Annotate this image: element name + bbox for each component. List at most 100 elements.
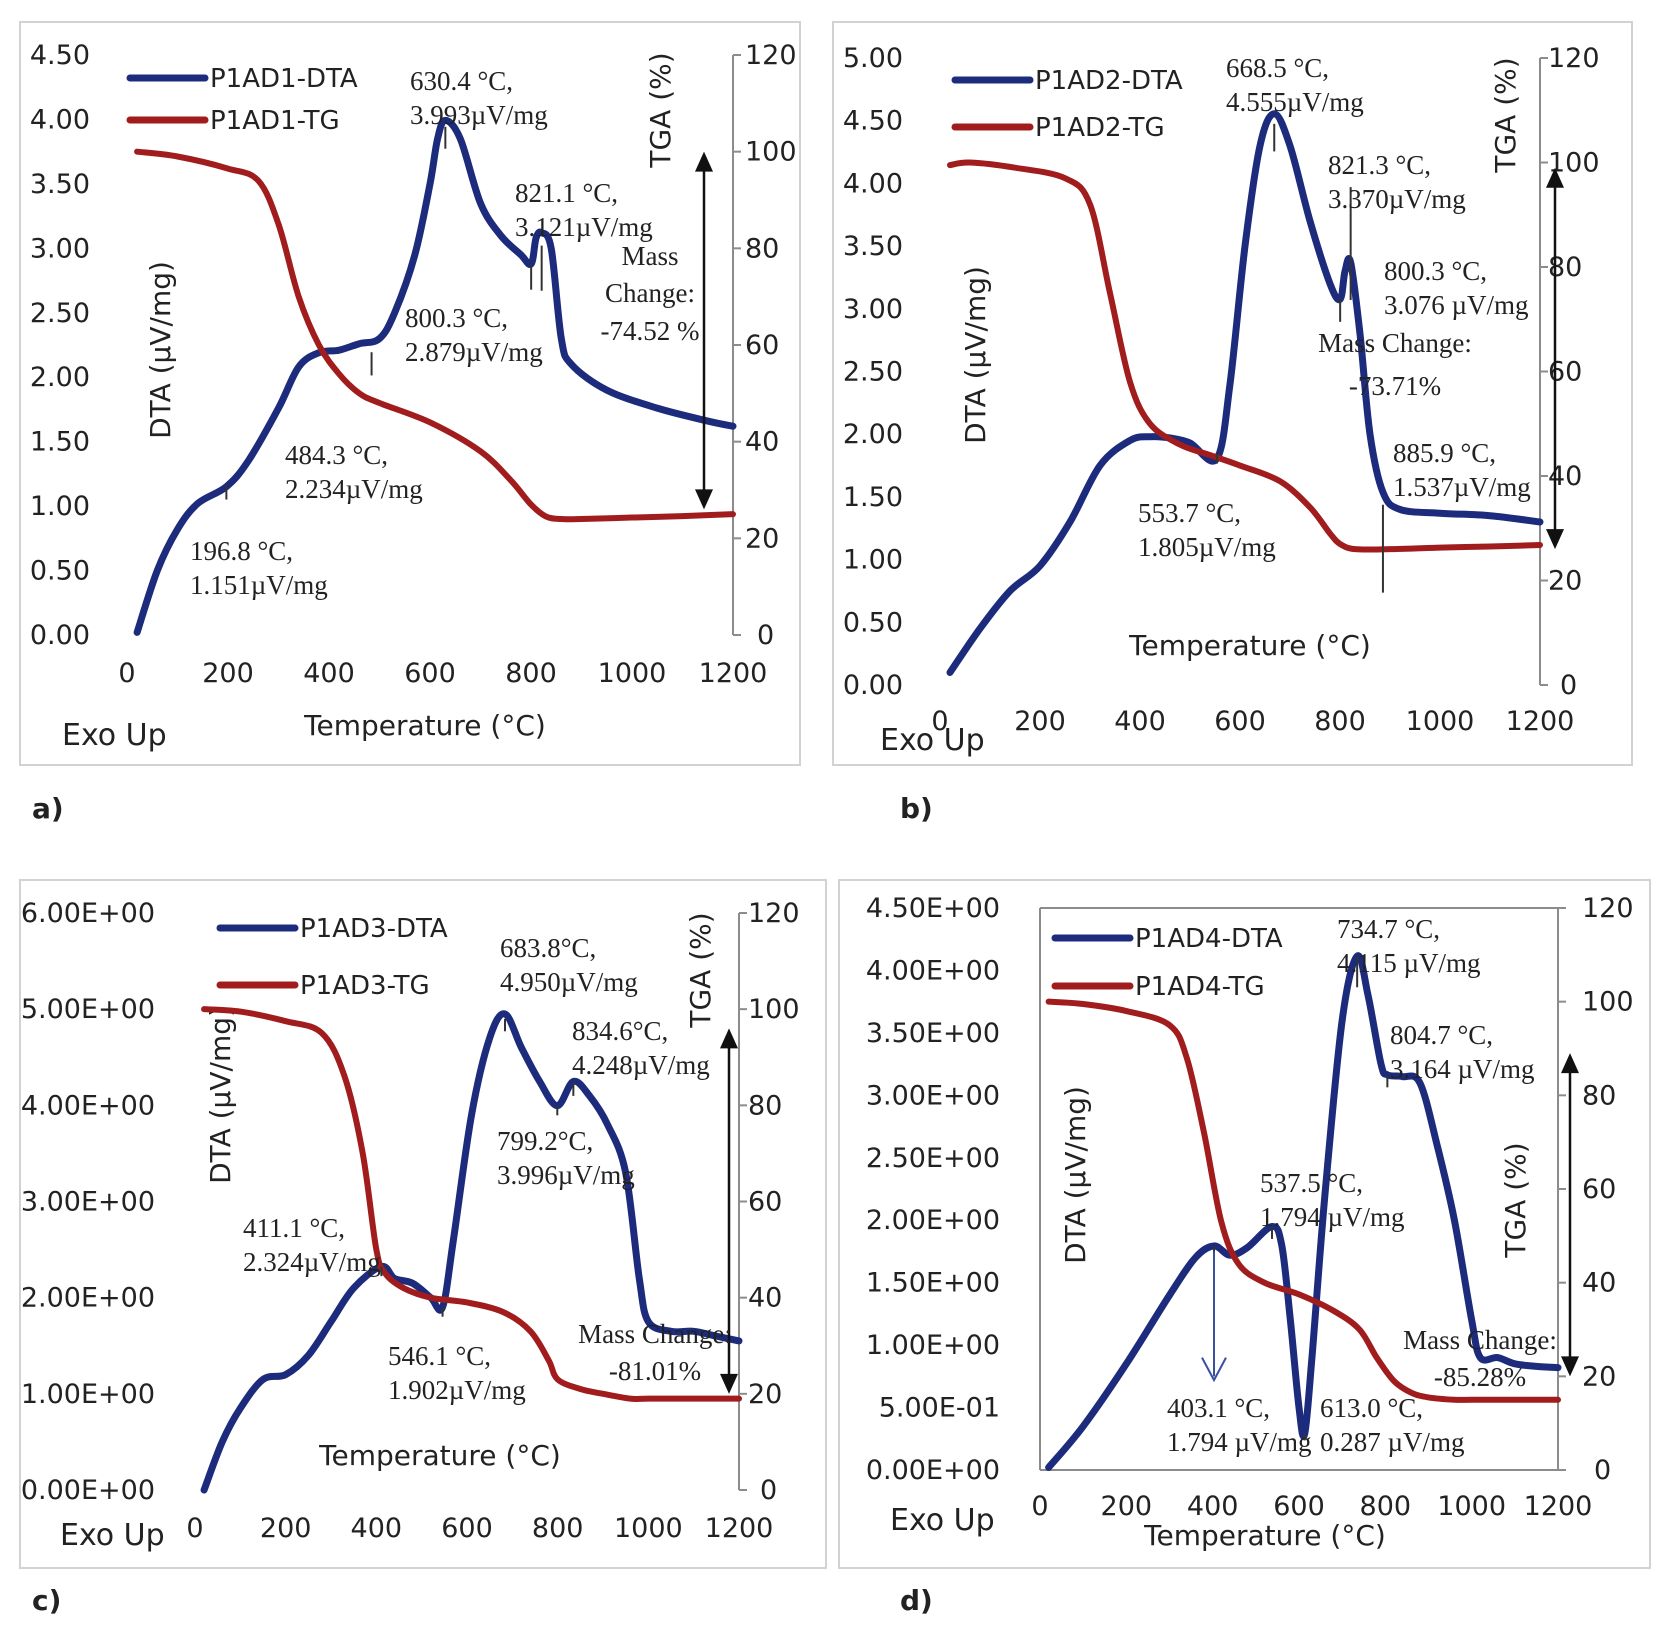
data-label-temperature: 799.2°C, [497, 1126, 593, 1156]
panel-label: d) [900, 1584, 933, 1617]
y-right-tick-label: 0 [1560, 670, 1577, 701]
data-label-value: 2.234µV/mg [285, 474, 423, 504]
y-left-tick-label: 4.00E+00 [866, 955, 1000, 986]
data-label-temperature: 821.1 °C, [515, 178, 618, 208]
y-left-tick-label: 4.00 [843, 168, 903, 199]
chart-panel-0: 0.00 0.50 1.00 1.50 2.00 2.50 3.00 3.50 4.00 4.50… [19, 21, 801, 825]
y-left-tick-label: 2.00E+00 [21, 1283, 155, 1314]
y-left-tick-label: 0.00E+00 [866, 1455, 1000, 1486]
mass-change-label: Mass [621, 241, 678, 271]
data-label-temperature: 804.7 °C, [1390, 1020, 1493, 1050]
x-tick-label: 400 [303, 658, 355, 689]
x-tick-label: 200 [1101, 1491, 1153, 1522]
x-tick-label: 0 [186, 1513, 203, 1544]
x-axis-title: Temperature (°C) [1128, 629, 1371, 662]
mass-change-label: Change: [605, 278, 695, 308]
x-tick-label: 600 [1214, 706, 1266, 737]
data-label-value: 1.794 µV/mg [1260, 1202, 1405, 1232]
mass-change-arrowhead-up [720, 1028, 738, 1049]
y-right-tick-label: 80 [1582, 1080, 1616, 1111]
data-label-value: 4.115 µV/mg [1337, 948, 1481, 978]
y-left-axis-title: DTA (µV/mg) [144, 261, 177, 439]
data-label-temperature: 553.7 °C, [1138, 498, 1241, 528]
x-tick-label: 1000 [598, 658, 667, 689]
x-tick-label: 1200 [699, 658, 768, 689]
x-axis-title: Temperature (°C) [318, 1439, 561, 1472]
y-right-tick-label: 60 [748, 1187, 782, 1218]
dta-series-line [946, 110, 1544, 676]
y-right-tick-label: 120 [1548, 43, 1600, 74]
data-label-value: 3.996µV/mg [497, 1160, 635, 1190]
y-left-tick-label: 1.00 [30, 491, 90, 522]
mass-change-arrowhead-down [720, 1373, 738, 1394]
y-right-tick-label: 40 [1548, 461, 1582, 492]
chart-panel-1: 0.00 0.50 1.00 1.50 2.00 2.50 3.00 3.50 4.00 4.50… [832, 21, 1633, 825]
mass-change-label: Mass Change: [578, 1319, 732, 1349]
tg-series-line [201, 1006, 742, 1402]
x-tick-label: 200 [1014, 706, 1066, 737]
y-right-tick-label: 120 [748, 898, 800, 929]
y-right-tick-label: 100 [745, 137, 797, 168]
y-right-tick-label: 80 [748, 1090, 782, 1121]
panel-frame [19, 879, 827, 1569]
y-left-tick-label: 3.50E+00 [866, 1018, 1000, 1049]
y-left-tick-label: 3.00 [30, 233, 90, 264]
y-left-tick-label: 5.00 [843, 43, 903, 74]
data-label-temperature: 821.3 °C, [1328, 150, 1431, 180]
mass-change-arrowhead-up [1561, 1053, 1579, 1074]
exo-up-label: Exo Up [890, 1503, 995, 1538]
y-left-tick-label: 1.50E+00 [866, 1268, 1000, 1299]
y-right-tick-label: 80 [1548, 252, 1582, 283]
y-right-axis-title: TGA (%) [1489, 57, 1522, 173]
y-right-tick-label: 40 [745, 427, 779, 458]
y-left-tick-label: 4.00E+00 [21, 1090, 155, 1121]
y-right-axis-title: TGA (%) [644, 52, 677, 168]
y-left-tick-label: 2.50 [843, 357, 903, 388]
y-left-tick-label: 4.50E+00 [866, 893, 1000, 924]
dta-series-line [200, 1010, 743, 1494]
legend-label: P1AD1-DTA [210, 64, 358, 94]
panel-label: c) [32, 1584, 61, 1617]
mass-change-label: Mass Change: [1318, 328, 1472, 358]
y-left-axis-title: DTA (µV/mg) [959, 266, 992, 444]
mass-change-label: -74.52 % [601, 316, 700, 346]
data-label-value: 3.370µV/mg [1328, 184, 1466, 214]
y-left-tick-label: 0.50 [843, 607, 903, 638]
data-label-temperature: 196.8 °C, [190, 536, 293, 566]
mass-change-arrowhead-up [1546, 167, 1564, 188]
y-right-tick-label: 60 [745, 330, 779, 361]
y-left-tick-label: 2.50E+00 [866, 1143, 1000, 1174]
y-left-tick-label: 1.50 [30, 427, 90, 458]
data-label-temperature: 683.8°C, [500, 933, 596, 963]
x-tick-label: 800 [532, 1513, 584, 1544]
y-right-tick-label: 40 [1582, 1268, 1616, 1299]
legend-label: P1AD4-DTA [1135, 924, 1283, 954]
y-left-tick-label: 4.00 [30, 104, 90, 135]
y-left-tick-label: 6.00E+00 [21, 898, 155, 929]
x-tick-label: 600 [404, 658, 456, 689]
x-tick-label: 800 [1314, 706, 1366, 737]
data-label-temperature: 800.3 °C, [405, 303, 508, 333]
data-label-temperature: 668.5 °C, [1226, 53, 1329, 83]
x-tick-label: 600 [1273, 1491, 1325, 1522]
legend-label: P1AD4-TG [1135, 972, 1265, 1002]
x-axis-title: Temperature (°C) [303, 709, 546, 742]
y-left-tick-label: 5.00E+00 [21, 994, 155, 1025]
y-right-tick-label: 120 [1582, 893, 1634, 924]
data-label-temperature: 613.0 °C, [1320, 1393, 1423, 1423]
mass-change-label: -85.28% [1434, 1362, 1526, 1392]
data-label-temperature: 411.1 °C, [243, 1213, 345, 1243]
data-label-value: 2.324µV/mg [243, 1247, 381, 1277]
x-tick-label: 0 [931, 706, 948, 737]
y-right-tick-label: 60 [1548, 357, 1582, 388]
x-tick-label: 1000 [1437, 1491, 1506, 1522]
data-label-value: 3.993µV/mg [410, 100, 548, 130]
panel-label: a) [32, 792, 64, 825]
y-right-tick-label: 100 [1582, 987, 1634, 1018]
data-label-value: 0.287 µV/mg [1320, 1427, 1465, 1457]
minimum-arrowhead [1201, 1357, 1227, 1383]
panel-frame [838, 879, 1651, 1569]
data-label-value: 4.950µV/mg [500, 967, 638, 997]
y-left-tick-label: 0.00E+00 [21, 1475, 155, 1506]
data-label-temperature: 537.5 °C, [1260, 1168, 1363, 1198]
